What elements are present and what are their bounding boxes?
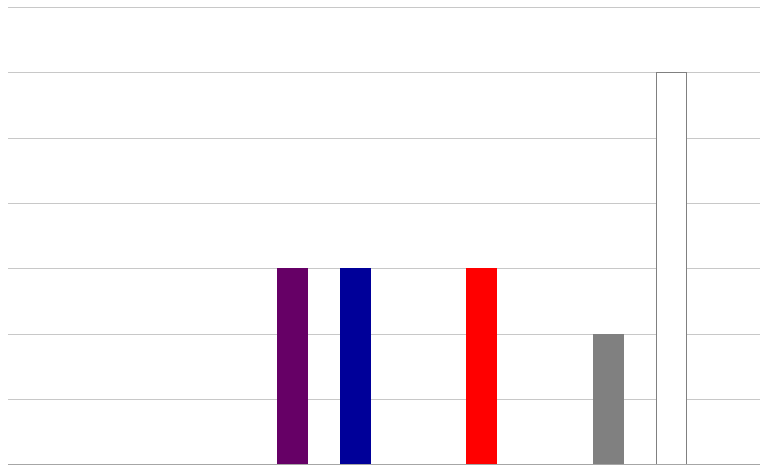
bars [277, 72, 687, 465]
bar [340, 268, 371, 465]
bar [466, 268, 497, 465]
bar [656, 72, 687, 465]
bar [277, 268, 308, 465]
gridlines [8, 7, 760, 400]
bar [593, 334, 624, 465]
